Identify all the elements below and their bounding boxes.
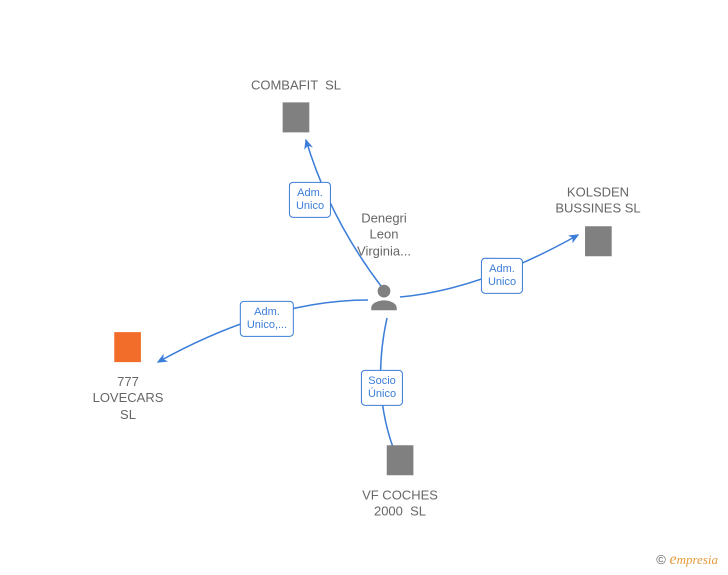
building-icon (380, 440, 420, 480)
node-lovecars-label: 777 LOVECARS SL (93, 374, 164, 423)
building-icon (276, 98, 316, 138)
node-combafit-label: COMBAFIT SL (251, 77, 341, 93)
building-icon (578, 221, 618, 261)
brand-name: empresia (669, 552, 718, 567)
credit: © empresia (656, 551, 718, 569)
node-combafit[interactable]: COMBAFIT SL (251, 77, 341, 142)
person-icon (367, 281, 401, 315)
edge-label-combafit: Adm. Unico (289, 182, 331, 218)
node-vfcoches[interactable]: VF COCHES 2000 SL (362, 440, 438, 520)
diagram-canvas: Adm. Unico Adm. Unico Socio Único Adm. U… (0, 0, 728, 575)
node-person[interactable]: Denegri Leon Virginia... (367, 281, 401, 320)
copyright-symbol: © (656, 552, 666, 567)
node-vfcoches-label: VF COCHES 2000 SL (362, 487, 438, 520)
node-lovecars[interactable]: 777 LOVECARS SL (93, 327, 164, 423)
edge-label-lovecars: Adm. Unico,... (240, 301, 294, 337)
node-kolsden[interactable]: KOLSDEN BUSSINES SL (555, 184, 640, 266)
node-person-label: Denegri Leon Virginia... (339, 211, 429, 260)
building-icon (108, 327, 148, 367)
node-kolsden-label: KOLSDEN BUSSINES SL (555, 184, 640, 217)
edge-label-vfcoches: Socio Único (361, 370, 403, 406)
edge-label-kolsden: Adm. Unico (481, 258, 523, 294)
